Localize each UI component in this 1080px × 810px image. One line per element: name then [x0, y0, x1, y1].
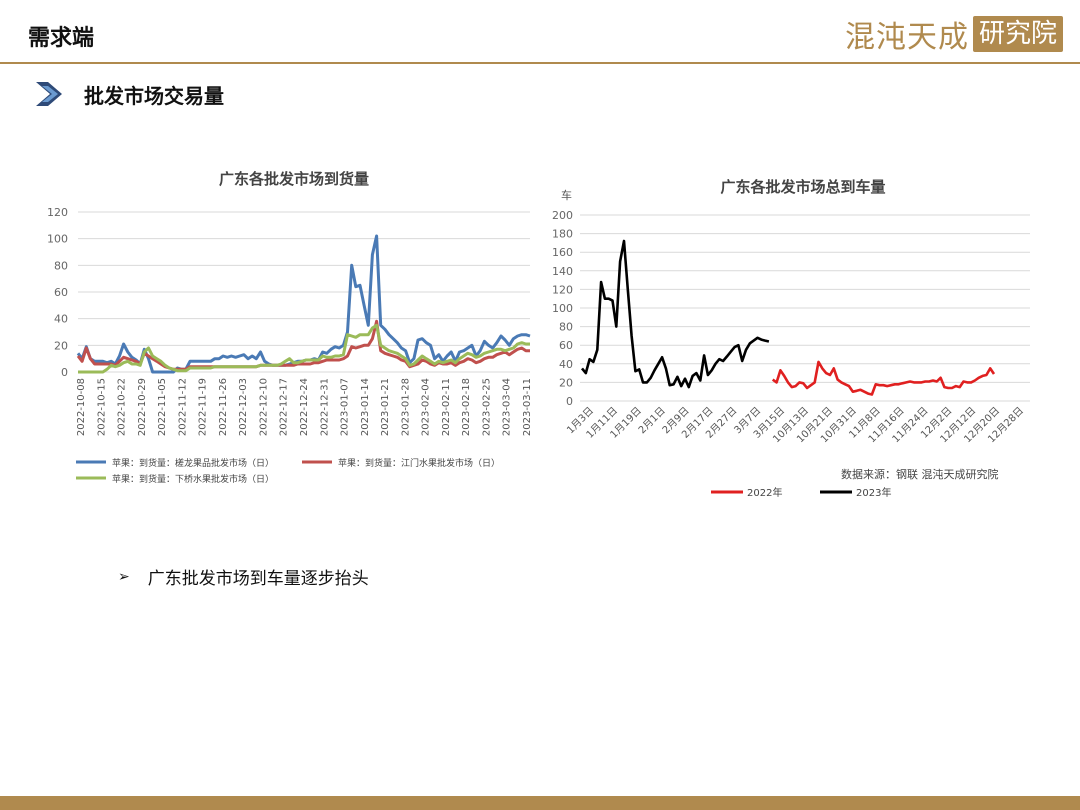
left-xtick-label: 2023-02-11 — [441, 378, 452, 436]
double-chevron-icon — [36, 80, 68, 112]
right-chart: 广东各批发市场总到车量 车 0 20 40 60 80 100 120 140 160 180 20… — [552, 178, 1030, 499]
left-xtick-label: 2022-10-29 — [137, 378, 148, 436]
left-legend-label: 苹果：到货量：江门水果批发市场（日） — [338, 457, 500, 469]
right-ytick-label: 100 — [552, 302, 573, 315]
right-legend-label: 2022年 — [747, 486, 782, 499]
left-xtick-label: 2022-11-19 — [198, 378, 209, 436]
brand-logo-box: 研究院 — [973, 16, 1064, 52]
left-xtick-label: 2023-02-04 — [421, 378, 432, 436]
left-xtick-label: 2022-11-26 — [218, 378, 229, 436]
left-xtick-label: 2023-02-18 — [461, 378, 472, 436]
left-legend-label: 苹果：到货量：下桥水果批发市场（日） — [112, 473, 274, 485]
left-xtick-label: 2022-12-10 — [258, 378, 269, 436]
section-title: 批发市场交易量 — [84, 84, 224, 108]
header-divider — [0, 62, 1080, 64]
left-chart: 广东各批发市场到货量 0 20 40 60 80 100 120 2022-10-08 202… — [47, 170, 533, 485]
left-ytick-label: 20 — [54, 339, 68, 352]
left-xtick-label: 2023-02-25 — [481, 378, 492, 436]
right-series-line-1 — [771, 360, 996, 396]
left-chart-title: 广东各批发市场到货量 — [219, 170, 369, 188]
bullet-point: ➢ 广东批发市场到车量逐步抬头 — [118, 564, 369, 590]
left-xtick-label: 2022-12-17 — [279, 378, 290, 436]
left-xtick-label: 2022-10-15 — [96, 378, 107, 436]
right-ytick-label: 200 — [552, 209, 573, 222]
left-xtick-label: 2022-12-03 — [238, 378, 249, 436]
left-legend-label: 苹果：到货量：槎龙果品批发市场（日） — [112, 457, 274, 469]
left-ytick-label: 40 — [54, 313, 68, 326]
right-ytick-label: 160 — [552, 246, 573, 259]
right-ytick-label: 80 — [559, 321, 573, 334]
right-chart-ylabel: 车 — [561, 188, 572, 202]
right-legend-label: 2023年 — [856, 486, 891, 499]
right-ytick-label: 60 — [559, 339, 573, 352]
left-series-line-1 — [76, 319, 530, 371]
left-xtick-label: 2022-12-31 — [319, 378, 330, 436]
right-ytick-label: 20 — [559, 376, 573, 389]
left-ytick-label: 80 — [54, 259, 68, 272]
left-xtick-label: 2023-01-07 — [340, 378, 351, 436]
left-xtick-label: 2022-10-22 — [117, 378, 128, 436]
right-ytick-label: 0 — [566, 395, 573, 408]
left-xtick-label: 2022-11-12 — [177, 378, 188, 436]
left-ytick-label: 0 — [61, 366, 68, 379]
left-xtick-label: 2023-03-04 — [502, 378, 513, 436]
left-xtick-label: 2023-03-11 — [522, 378, 533, 436]
left-series-line-2 — [78, 323, 530, 374]
right-chart-source: 数据来源：钢联 混沌天成研究院 — [841, 467, 999, 481]
left-xtick-label: 2022-11-05 — [157, 378, 168, 436]
footer-bar — [0, 796, 1080, 810]
right-chart-title: 广东各批发市场总到车量 — [720, 178, 885, 196]
right-series-line-0 — [580, 239, 770, 389]
right-ytick-label: 120 — [552, 283, 573, 296]
arrow-bullet-icon: ➢ — [118, 568, 130, 585]
left-xtick-label: 2022-10-08 — [76, 378, 87, 436]
left-xtick-label: 2023-01-14 — [360, 378, 371, 436]
left-xtick-label: 2023-01-21 — [380, 378, 391, 436]
brand-logo: 混沌天成 研究院 — [845, 14, 1064, 55]
left-ytick-label: 100 — [47, 233, 68, 246]
left-xtick-label: 2022-12-24 — [299, 378, 310, 436]
right-ytick-label: 180 — [552, 228, 573, 241]
right-ytick-label: 140 — [552, 265, 573, 278]
right-ytick-label: 40 — [559, 358, 573, 371]
page-header-title: 需求端 — [28, 25, 95, 51]
left-ytick-label: 120 — [47, 206, 68, 219]
left-ytick-label: 60 — [54, 286, 68, 299]
brand-logo-text: 混沌天成 — [845, 20, 969, 55]
bullet-text: 广东批发市场到车量逐步抬头 — [147, 569, 369, 589]
left-xtick-label: 2023-01-28 — [400, 378, 411, 436]
